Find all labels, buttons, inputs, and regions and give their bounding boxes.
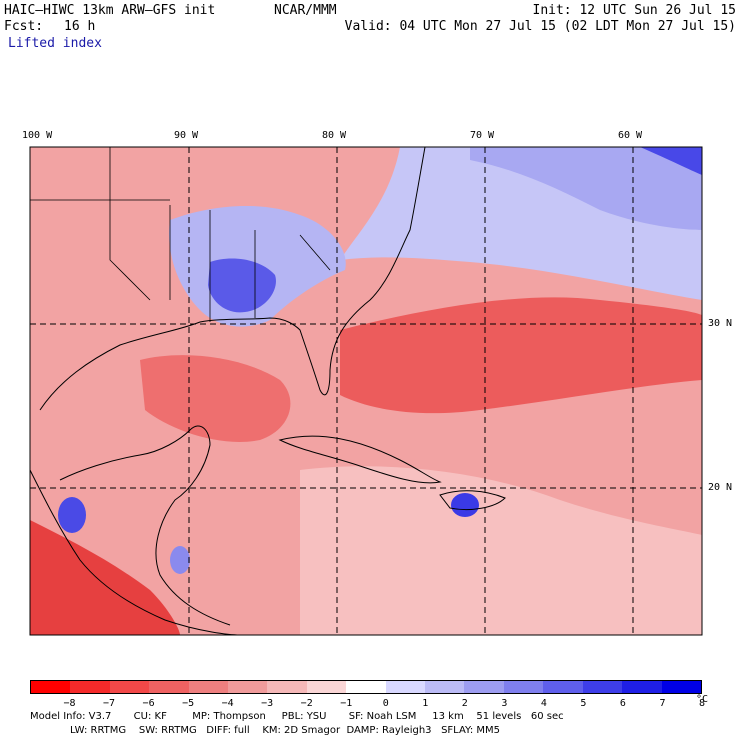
colorbar-swatch [228, 681, 268, 693]
pacific-coastline [30, 469, 241, 635]
colorbar-swatch [267, 681, 307, 693]
colorbar-swatch [346, 681, 386, 693]
colorbar-swatch [464, 681, 504, 693]
colorbar-tick-label: −5 [182, 698, 195, 709]
lon-label-100w: 100 W [22, 130, 53, 141]
colorbar-swatch [188, 681, 229, 693]
colorbar-tick-label: 4 [540, 698, 547, 709]
central-america-stable-blob [170, 546, 190, 574]
colorbar-swatch [543, 681, 583, 693]
colorbar-tick-label: 5 [580, 698, 587, 709]
colorbar-tick-label: 7 [659, 698, 666, 709]
init-time: Init: 12 UTC Sun 26 Jul 15 [532, 3, 737, 18]
hispaniola-outline [439, 490, 506, 511]
pacific-unstable-region [30, 520, 180, 635]
colorbar-tick-label: 2 [461, 698, 468, 709]
colorbar-swatch [622, 681, 662, 693]
lat-lon-grid [30, 147, 702, 635]
colorbar-tick-label: 1 [422, 698, 429, 709]
colorbar-tick-label: 0 [382, 698, 389, 709]
model-title: HAIC–HIWC 13km ARW–GFS init [4, 3, 216, 18]
colorbar-swatch [582, 681, 623, 693]
colorbar-unit: °C [695, 694, 709, 705]
atlantic-stable-core [470, 147, 702, 230]
yucatan-coastline [59, 425, 231, 626]
colorbar-tick-label: 8 [698, 698, 706, 709]
org-label: NCAR/MMM [274, 3, 337, 18]
forecast-label: Fcst: [4, 19, 44, 34]
lat-label-20n: 20 N [708, 482, 733, 493]
caribbean-region [300, 466, 702, 635]
colorbar-tick-label: −6 [142, 698, 155, 709]
mexico-stable-blob [58, 497, 86, 533]
colorbar-tick-label: 3 [501, 698, 508, 709]
colorbar-swatch [31, 681, 71, 693]
model-info-line2: LW: RRTMG SW: RRTMG DIFF: full KM: 2D Sm… [70, 725, 500, 736]
hispaniola-stable-blob [451, 493, 479, 517]
colorbar-swatch [109, 681, 150, 693]
model-info-line1: Model Info: V3.7 CU: KF MP: Thompson PBL… [30, 711, 564, 722]
lat-label-30n: 30 N [708, 318, 733, 329]
colorbar-swatch [503, 681, 544, 693]
colorbar-swatch [385, 681, 426, 693]
southeast-us-stable-core [208, 258, 276, 313]
atlantic-unstable-band [340, 297, 702, 414]
lon-label-80w: 80 W [322, 130, 347, 141]
atlantic-corner-blue [640, 147, 702, 175]
colorbar-swatch [70, 681, 110, 693]
lon-label-90w: 90 W [174, 130, 199, 141]
colorbar-tick-label: −8 [63, 698, 76, 709]
gulf-coastline [39, 147, 426, 411]
gulf-unstable-region [140, 355, 291, 442]
colorbar-tick-label: −3 [261, 698, 274, 709]
colorbar-tick-label: 6 [619, 698, 626, 709]
colorbar-tick-label: −2 [300, 698, 313, 709]
map-frame [29, 146, 703, 636]
field-name: Lifted index [8, 36, 102, 51]
forecast-value: 16 h [64, 19, 96, 34]
colorbar-swatch [149, 681, 189, 693]
valid-time: Valid: 04 UTC Mon 27 Jul 15 (02 LDT Mon … [344, 19, 736, 34]
colorbar-swatch [306, 681, 347, 693]
colorbar-swatch [661, 681, 701, 693]
cuba-outline [278, 435, 442, 484]
colorbar-tick-label: −7 [103, 698, 116, 709]
lon-label-60w: 60 W [618, 130, 643, 141]
colorbar-swatch [425, 681, 465, 693]
state-borders [30, 147, 331, 322]
lon-label-70w: 70 W [470, 130, 495, 141]
colorbar-tick-label: −1 [340, 698, 353, 709]
colorbar-tick-label: −4 [221, 698, 234, 709]
colorbar [30, 680, 702, 694]
